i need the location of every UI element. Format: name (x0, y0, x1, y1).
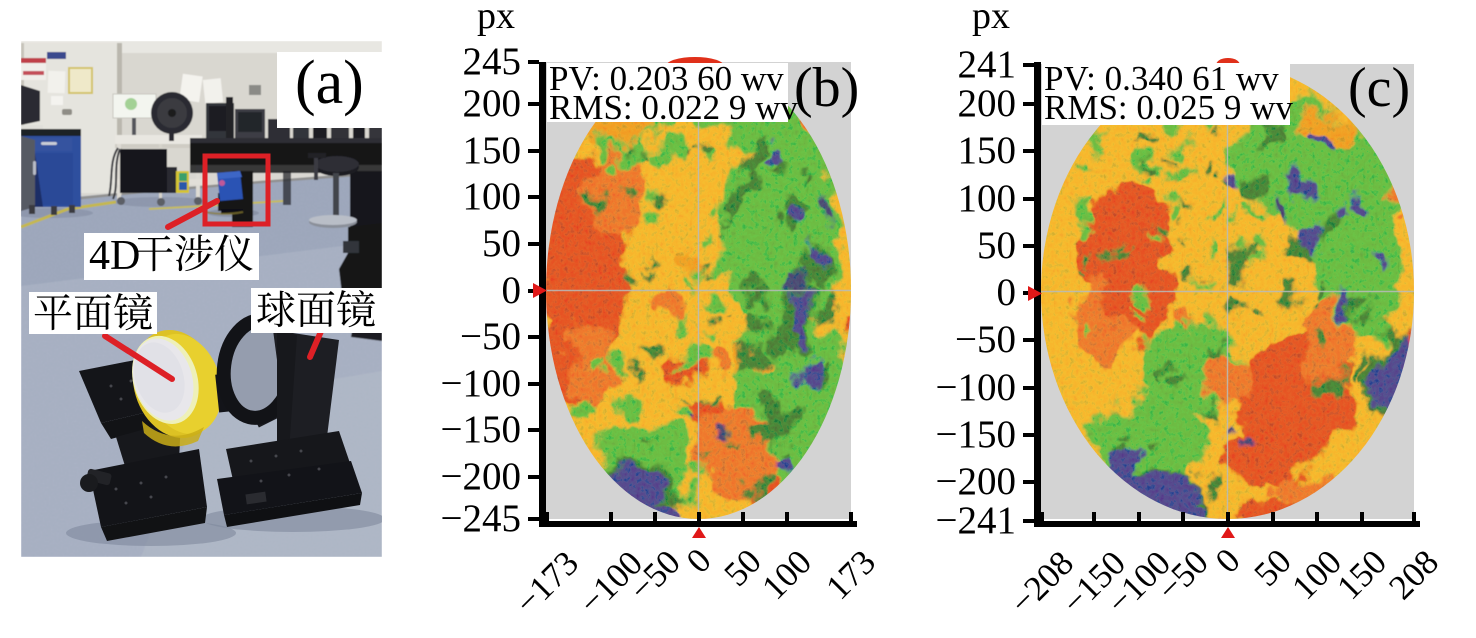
svg-text:4D: 4D (89, 233, 140, 279)
svg-text:(a): (a) (295, 49, 364, 117)
